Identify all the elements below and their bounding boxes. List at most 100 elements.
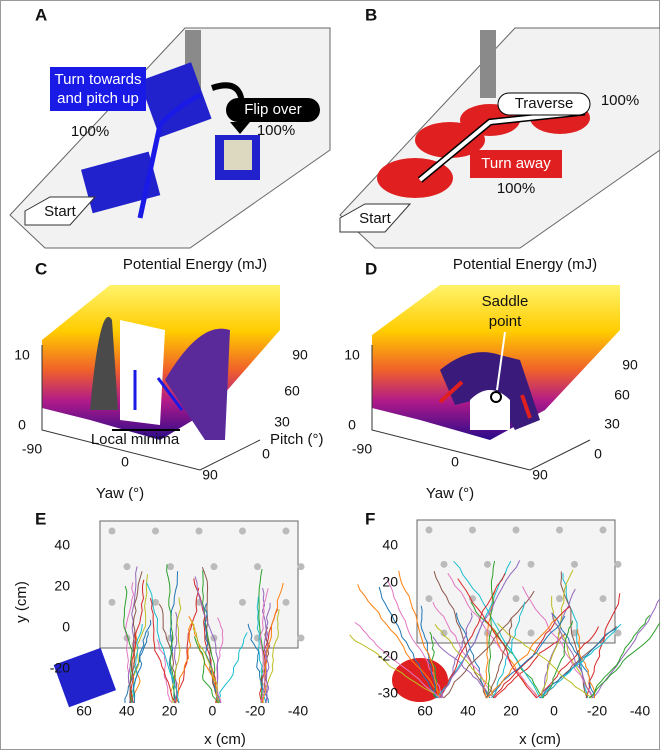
- pillar-dot: [152, 598, 159, 606]
- trajectory: [166, 564, 176, 704]
- trajectory: [432, 636, 496, 699]
- pillar-dot: [512, 595, 520, 603]
- pillar-dot: [571, 560, 578, 568]
- trajectory: [190, 620, 220, 704]
- z-tick-label: 10: [14, 347, 30, 363]
- trajectory: [131, 574, 149, 704]
- panel-d: D Potential Energy (mJ) Saddle point 10 …: [344, 256, 638, 502]
- trajectory: [247, 623, 269, 704]
- trajectory: [146, 582, 180, 704]
- yaw-tick-label: 0: [451, 454, 459, 470]
- annotation: Start: [359, 210, 392, 227]
- trajectory: [124, 619, 152, 704]
- pitch-tick-label: 0: [262, 446, 270, 462]
- yaw-tick-label: 0: [121, 454, 129, 470]
- trajectory: [443, 590, 535, 699]
- pitch-tick-label: 90: [292, 347, 308, 363]
- percentage: 100%: [71, 123, 109, 140]
- trajectory: [398, 570, 441, 699]
- z-tick-label: 0: [348, 417, 356, 433]
- axis-label: Yaw (°): [96, 485, 144, 502]
- pillar: [480, 30, 496, 98]
- percentage: 100%: [257, 122, 295, 139]
- start-marker: [24, 196, 97, 226]
- pillar-dot: [556, 595, 563, 603]
- pillar-dot: [123, 563, 131, 571]
- x-tick-label: 40: [119, 703, 135, 719]
- axis-box: [41, 345, 261, 471]
- panel-c: C Potential Energy (mJ) 10 0 -90 0 90 90…: [14, 256, 323, 502]
- pillar-dot: [469, 526, 476, 534]
- y-tick-label: 0: [390, 611, 398, 627]
- robot-body: [224, 140, 252, 170]
- surface-wall: [90, 316, 118, 410]
- chart-title: Potential Energy (mJ): [123, 256, 267, 273]
- pillar-dot: [512, 526, 520, 534]
- label-box: [226, 98, 320, 122]
- pillar-dot: [239, 527, 246, 535]
- pitch-tick-label: 0: [594, 446, 602, 462]
- panel-label: E: [35, 509, 46, 528]
- arrow: [137, 92, 202, 219]
- trajectory: [261, 609, 280, 704]
- pillar-dot: [195, 527, 203, 535]
- z-tick-label: 10: [344, 347, 360, 363]
- panel-label: A: [35, 5, 47, 24]
- annotation: Local minima: [91, 431, 180, 448]
- yaw-tick-label: -90: [352, 441, 372, 457]
- pitch-tick-label: 60: [614, 387, 630, 403]
- trajectory: [577, 629, 596, 699]
- pitch-tick-label: 90: [622, 357, 638, 373]
- x-tick-label: 60: [76, 703, 92, 719]
- y-tick-label: -30: [378, 685, 398, 701]
- axis-label: Pitch (°): [270, 431, 324, 448]
- trajectory: [378, 586, 439, 699]
- trajectory: [204, 603, 221, 704]
- trajectory: [491, 601, 526, 699]
- trajectory: [131, 623, 143, 704]
- trajectory: [174, 587, 200, 704]
- y-tick-label: 20: [382, 574, 398, 590]
- trajectory: [542, 620, 573, 699]
- percentage: 100%: [497, 180, 535, 197]
- start-marker: [339, 203, 412, 233]
- pillar-dot: [425, 526, 433, 534]
- panel-label: C: [35, 259, 47, 278]
- pillar-dot: [282, 598, 290, 606]
- trajectory: [215, 632, 248, 704]
- panel-b: B Traverse 100% Turn away 100% Start: [339, 5, 660, 249]
- pillar-dot: [282, 527, 290, 535]
- annotation-line: [496, 331, 506, 391]
- pillar-dot: [254, 563, 261, 571]
- x-tick-label: 0: [550, 703, 558, 719]
- robot: [81, 151, 161, 214]
- yaw-tick-label: -90: [22, 441, 42, 457]
- panel-a: A Turn towards and pitch up 100% Flip ov…: [9, 5, 331, 249]
- axis-box: [371, 345, 591, 471]
- trajectory: [541, 623, 622, 699]
- trajectory: [170, 597, 182, 704]
- trajectory: [432, 601, 496, 699]
- surface-gap: [470, 390, 510, 430]
- annotation: Traverse: [515, 95, 574, 112]
- x-tick-label: -40: [288, 703, 308, 719]
- trajectory: [349, 634, 441, 699]
- trajectory: [434, 624, 495, 699]
- trajectory: [173, 611, 178, 704]
- annotation: Flip over: [244, 101, 302, 118]
- trajectory: [470, 601, 545, 699]
- trajectory: [592, 598, 660, 699]
- z-tick-label: 0: [18, 417, 26, 433]
- trajectory: [263, 602, 271, 704]
- y-tick-label: 40: [54, 537, 70, 553]
- label-box: [470, 150, 562, 178]
- pillar-dot: [556, 526, 563, 534]
- trajectory: [132, 631, 149, 703]
- pillar-dot: [297, 563, 305, 571]
- pillar-dot: [469, 595, 476, 603]
- panel-label: F: [365, 509, 375, 528]
- pillar-dot: [440, 560, 448, 568]
- trajectory: [130, 579, 145, 704]
- x-tick-label: 0: [209, 703, 217, 719]
- annotation: Turn away: [481, 155, 551, 172]
